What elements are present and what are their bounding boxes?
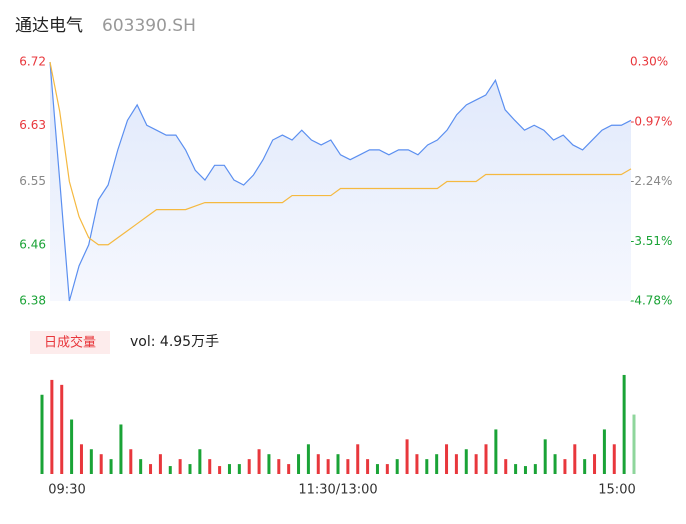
volume-bar [257, 449, 261, 474]
volume-bar [70, 419, 74, 474]
volume-bar [563, 459, 567, 474]
volume-bar [198, 449, 202, 474]
volume-bar [415, 454, 419, 474]
legend-label: 日成交量 [44, 335, 96, 351]
volume-bar [622, 374, 626, 474]
volume-bar [454, 454, 458, 474]
volume-bar [99, 454, 103, 474]
y-tick-label: 6.55 [19, 174, 46, 188]
volume-bar [543, 439, 547, 474]
volume-bar [208, 459, 212, 474]
volume-bar [553, 454, 557, 474]
y2-tick-label: -2.24% [630, 174, 672, 188]
volume-bar [533, 464, 537, 474]
volume-bar [445, 444, 449, 474]
volume-bar [494, 429, 498, 474]
volume-bar [178, 459, 182, 474]
volume-bar [336, 454, 340, 474]
volume-bar [573, 444, 577, 474]
volume-bar [267, 454, 271, 474]
price-area [50, 62, 631, 301]
volume-bar [602, 429, 606, 474]
volume-bar [523, 466, 527, 474]
volume-bar [425, 459, 429, 474]
volume-bar [129, 449, 133, 474]
y2-tick-label: -4.78% [630, 294, 672, 308]
volume-bar [326, 459, 330, 474]
volume-bar [316, 454, 320, 474]
volume-bar [435, 454, 439, 474]
volume-bar [464, 449, 468, 474]
volume-bar [40, 394, 44, 474]
y-tick-label: 6.38 [19, 294, 46, 308]
y-tick-label: 6.72 [19, 55, 46, 69]
volume-bar [514, 464, 518, 474]
volume-bar [612, 444, 616, 474]
volume-bar [583, 459, 587, 474]
x-tick-label: 15:00 [598, 483, 635, 498]
volume-bar [168, 466, 172, 474]
volume-bar [237, 464, 241, 474]
volume-bar [593, 454, 597, 474]
volume-bar [89, 449, 93, 474]
volume-bar [632, 414, 636, 474]
volume-bar [484, 444, 488, 474]
x-tick-label: 09:30 [48, 483, 85, 498]
y2-tick-label: -3.51% [630, 234, 672, 248]
volume-bar [385, 464, 389, 474]
volume-bar [119, 424, 123, 474]
volume-bar [287, 464, 291, 474]
y2-tick-label: 0.30% [630, 55, 668, 69]
volume-bar [79, 444, 83, 474]
volume-bar [247, 459, 251, 474]
volume-bar [139, 459, 143, 474]
volume-bar [306, 444, 310, 474]
volume-bar [346, 459, 350, 474]
volume-bar [149, 464, 153, 474]
price-line [49, 61, 632, 302]
average-line [49, 61, 632, 246]
y-tick-label: 6.63 [19, 118, 46, 132]
volume-bar [227, 464, 231, 474]
y-tick-label: 6.46 [19, 237, 46, 251]
volume-bar [50, 379, 54, 474]
volume-bar [366, 459, 370, 474]
volume-bar [504, 459, 508, 474]
volume-bar [356, 444, 360, 474]
volume-bar [60, 384, 64, 474]
volume-bar [218, 466, 222, 474]
legend-box [30, 331, 110, 354]
volume-bar [109, 459, 113, 474]
volume-bar [405, 439, 409, 474]
stock-name: 通达电气 [15, 16, 83, 36]
stock-code: 603390.SH [102, 16, 196, 36]
volume-text: vol: 4.95万手 [130, 334, 219, 350]
volume-bar [474, 454, 478, 474]
volume-bar [375, 464, 379, 474]
volume-bar [277, 459, 281, 474]
volume-bar [395, 459, 399, 474]
volume-bar [188, 464, 192, 474]
volume-bar [158, 454, 162, 474]
volume-bar [297, 454, 301, 474]
y2-tick-label: -0.97% [630, 114, 672, 128]
x-tick-label: 11:30/13:00 [298, 483, 377, 498]
